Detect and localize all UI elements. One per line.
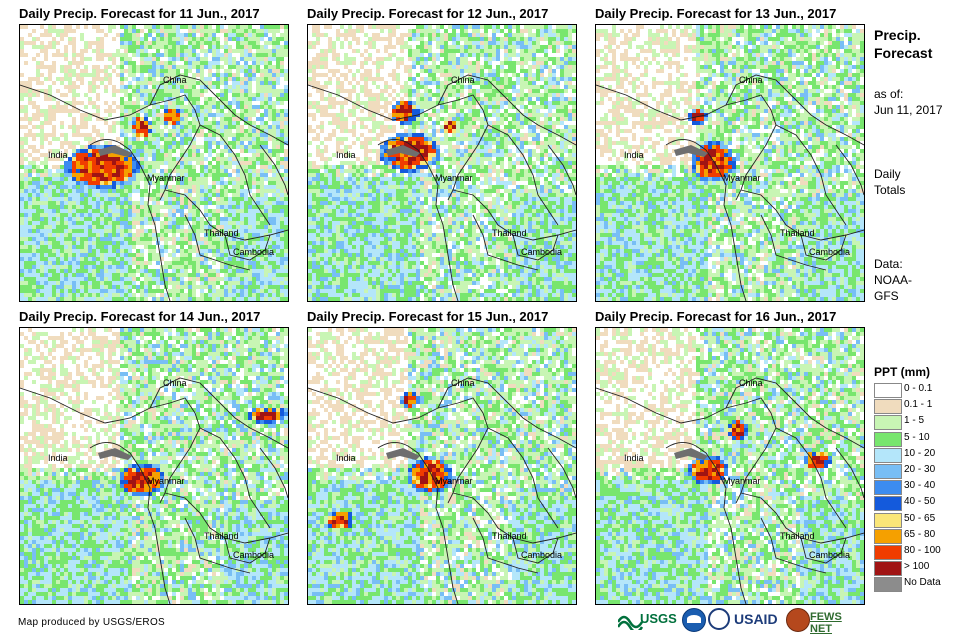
map-credit: Map produced by USGS/EROS (18, 617, 165, 628)
legend-swatch (874, 480, 902, 496)
country-label-myanmar: Myanmar (723, 173, 761, 183)
agency-logos: USGS USAID FEWS NET (616, 606, 863, 635)
legend-label: 1 - 5 (904, 415, 924, 426)
country-label-cambodia: Cambodia (809, 550, 850, 560)
legend-label: 40 - 50 (904, 496, 935, 507)
asof-date: Jun 11, 2017 (874, 102, 943, 118)
precip-raster (308, 328, 576, 604)
precip-raster (308, 25, 576, 301)
country-label-myanmar: Myanmar (147, 476, 185, 486)
asof-label: as of: (874, 86, 943, 102)
legend-label: > 100 (904, 561, 929, 572)
daily-line2: Totals (874, 182, 905, 198)
precip-raster (20, 25, 288, 301)
country-label-thailand: Thailand (780, 531, 815, 541)
legend-label: 10 - 20 (904, 448, 935, 459)
legend-swatch (874, 447, 902, 463)
legend-swatch (874, 545, 902, 560)
fewsnet-logo-icon (786, 608, 810, 632)
daily-line1: Daily (874, 166, 905, 182)
legend-label: 50 - 65 (904, 513, 935, 524)
panel-title: Daily Precip. Forecast for 13 Jun., 2017 (595, 6, 836, 21)
country-label-cambodia: Cambodia (521, 550, 562, 560)
title-line1: Precip. (874, 26, 932, 44)
panel-title: Daily Precip. Forecast for 16 Jun., 2017 (595, 309, 836, 324)
country-label-cambodia: Cambodia (521, 247, 562, 257)
country-label-thailand: Thailand (780, 228, 815, 238)
data-label: Data: (874, 256, 912, 272)
legend-label: 80 - 100 (904, 545, 941, 556)
usaid-seal-icon (708, 608, 730, 630)
asof-block: as of: Jun 11, 2017 (874, 86, 943, 118)
legend-swatch (874, 431, 902, 447)
country-label-thailand: Thailand (492, 228, 527, 238)
country-label-cambodia: Cambodia (233, 247, 274, 257)
legend-label: 5 - 10 (904, 432, 930, 443)
country-label-china: China (739, 75, 763, 85)
country-label-cambodia: Cambodia (233, 550, 274, 560)
country-label-thailand: Thailand (492, 531, 527, 541)
country-label-myanmar: Myanmar (723, 476, 761, 486)
legend-label: 20 - 30 (904, 464, 935, 475)
daily-totals-block: Daily Totals (874, 166, 905, 198)
country-label-china: China (163, 378, 187, 388)
country-label-cambodia: Cambodia (809, 247, 850, 257)
legend-swatch (874, 577, 902, 593)
precip-map: China India Myanmar Thailand Cambodia (595, 24, 865, 302)
fewsnet-text: FEWS NET (810, 611, 863, 635)
legend-label: 30 - 40 (904, 480, 935, 491)
precip-map: China India Myanmar Thailand Cambodia (307, 24, 577, 302)
precip-raster (596, 25, 864, 301)
panel-title: Daily Precip. Forecast for 15 Jun., 2017 (307, 309, 548, 324)
precip-map: China India Myanmar Thailand Cambodia (307, 327, 577, 605)
country-label-china: China (451, 75, 475, 85)
country-label-china: China (451, 378, 475, 388)
country-label-india: India (48, 453, 68, 463)
legend-swatch (874, 561, 902, 577)
precip-map: China India Myanmar Thailand Cambodia (19, 327, 289, 605)
legend-label: No Data (904, 577, 941, 588)
country-label-india: India (624, 150, 644, 160)
precip-raster (20, 328, 288, 604)
sidebar-title: Precip. Forecast (874, 26, 932, 62)
panel-title: Daily Precip. Forecast for 11 Jun., 2017 (19, 6, 260, 21)
legend-swatch (874, 383, 902, 398)
country-label-india: India (336, 150, 356, 160)
noaa-logo (682, 608, 706, 632)
country-label-china: China (163, 75, 187, 85)
country-label-india: India (624, 453, 644, 463)
country-label-myanmar: Myanmar (435, 173, 473, 183)
legend-swatch (874, 496, 902, 512)
precip-map: China India Myanmar Thailand Cambodia (19, 24, 289, 302)
legend-label: 65 - 80 (904, 529, 935, 540)
title-line2: Forecast (874, 44, 932, 62)
data-source-line2: GFS (874, 288, 912, 304)
usaid-text: USAID (734, 611, 778, 627)
legend-swatch (874, 464, 902, 479)
country-label-thailand: Thailand (204, 228, 239, 238)
country-label-india: India (336, 453, 356, 463)
legend-title: PPT (mm) (874, 363, 930, 381)
panel-title: Daily Precip. Forecast for 12 Jun., 2017 (307, 6, 548, 21)
legend-label: 0.1 - 1 (904, 399, 932, 410)
country-label-china: China (739, 378, 763, 388)
data-source-block: Data: NOAA- GFS (874, 256, 912, 304)
legend-swatch (874, 399, 902, 415)
noaa-bird-icon (687, 615, 701, 623)
panel-title: Daily Precip. Forecast for 14 Jun., 2017 (19, 309, 260, 324)
country-label-thailand: Thailand (204, 531, 239, 541)
usgs-logo: USGS (616, 608, 678, 634)
usgs-text: USGS (640, 611, 677, 626)
precip-raster (596, 328, 864, 604)
precip-map: China India Myanmar Thailand Cambodia (595, 327, 865, 605)
country-label-myanmar: Myanmar (147, 173, 185, 183)
data-source-line1: NOAA- (874, 272, 912, 288)
country-label-myanmar: Myanmar (435, 476, 473, 486)
legend-label: 0 - 0.1 (904, 383, 932, 394)
legend-swatch (874, 512, 902, 528)
country-label-india: India (48, 150, 68, 160)
legend-swatch (874, 415, 902, 431)
legend-swatch (874, 528, 902, 544)
